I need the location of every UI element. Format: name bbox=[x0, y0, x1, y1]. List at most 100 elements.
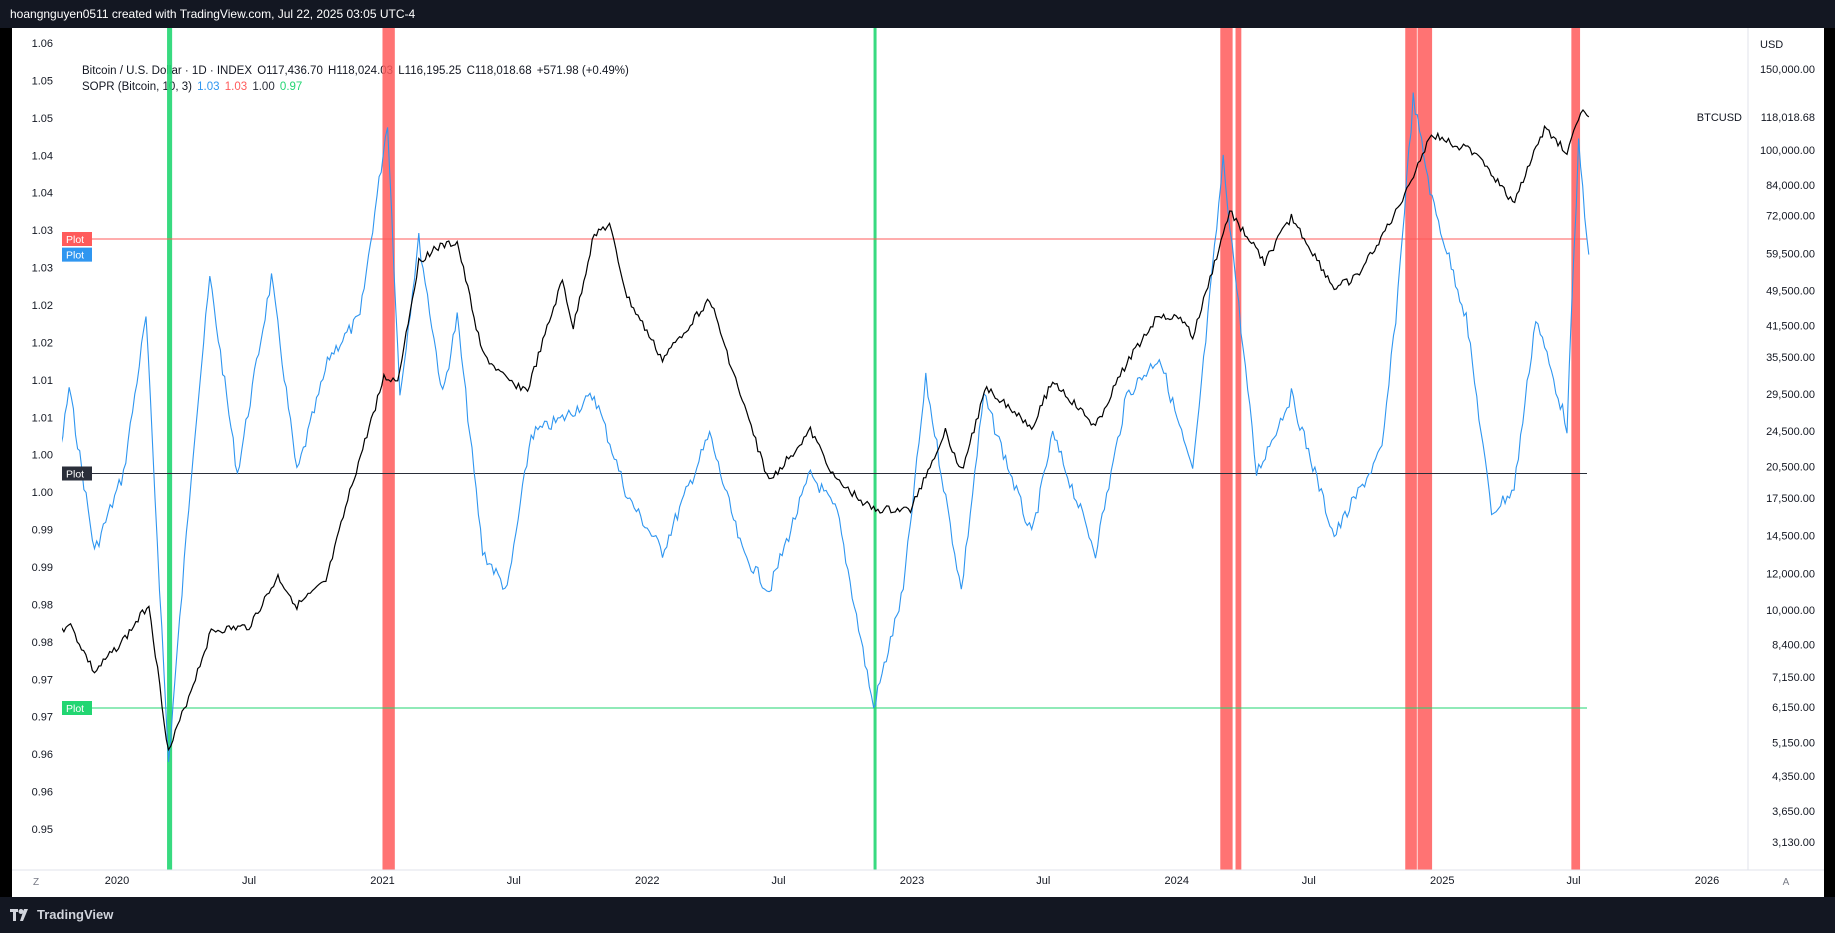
left-axis-tick-11: 1.00 bbox=[32, 450, 53, 462]
right-axis-tick-7: 41,500.00 bbox=[1766, 321, 1815, 333]
red-zone-1 bbox=[1220, 28, 1233, 870]
left-axis-tick-2: 1.05 bbox=[32, 113, 53, 125]
attribution-text: hoangnguyen0511 created with TradingView… bbox=[10, 7, 416, 21]
legend-v4: 0.97 bbox=[279, 81, 303, 93]
level-tag-0: Plot bbox=[66, 234, 84, 246]
right-axis-tick-13: 14,500.00 bbox=[1766, 531, 1815, 543]
right-axis-tick-17: 7,150.00 bbox=[1772, 672, 1815, 684]
right-axis-tick-16: 8,400.00 bbox=[1772, 640, 1815, 652]
x-axis-tick-9: Jul bbox=[1302, 875, 1316, 887]
currency-label: USD bbox=[1760, 39, 1783, 51]
footer-bar: TradingView bbox=[0, 897, 1835, 933]
left-axis-tick-16: 0.98 bbox=[32, 637, 53, 649]
a-button[interactable]: A bbox=[1783, 877, 1790, 888]
level-tag-1: Plot bbox=[66, 469, 84, 481]
tradingview-logo: TradingView bbox=[10, 907, 113, 922]
legend-indicator[interactable]: SOPR (Bitcoin, 10, 3) bbox=[82, 81, 192, 93]
chart-frame[interactable]: Bitcoin / U.S. Dollar · 1D · INDEX O117,… bbox=[12, 28, 1824, 897]
legend: Bitcoin / U.S. Dollar · 1D · INDEX O117,… bbox=[82, 63, 631, 95]
left-axis-tick-13: 0.99 bbox=[32, 525, 53, 537]
level-tag-2-bg bbox=[62, 701, 92, 715]
legend-close: C118,018.68 bbox=[466, 65, 532, 77]
x-axis-tick-7: Jul bbox=[1036, 875, 1050, 887]
left-axis-tick-17: 0.97 bbox=[32, 674, 53, 686]
attribution-bar: hoangnguyen0511 created with TradingView… bbox=[0, 0, 1835, 28]
left-axis-tick-6: 1.03 bbox=[32, 263, 53, 275]
x-axis-tick-2: 2021 bbox=[370, 875, 394, 887]
right-axis-tick-11: 20,500.00 bbox=[1766, 462, 1815, 474]
sopr-tag: Plot bbox=[66, 250, 84, 262]
x-axis-tick-6: 2023 bbox=[900, 875, 924, 887]
red-zone-4 bbox=[1417, 28, 1433, 870]
legend-high: H118,024.03 bbox=[328, 65, 394, 77]
right-axis-tick-8: 35,500.00 bbox=[1766, 352, 1815, 364]
left-axis-tick-18: 0.97 bbox=[32, 712, 53, 724]
right-axis-tick-0: 150,000.00 bbox=[1760, 64, 1815, 76]
right-axis-tick-10: 24,500.00 bbox=[1766, 426, 1815, 438]
legend-low: L116,195.25 bbox=[398, 65, 462, 77]
green-zone-0 bbox=[167, 28, 173, 870]
left-axis-tick-21: 0.95 bbox=[32, 824, 53, 836]
left-axis-tick-14: 0.99 bbox=[32, 562, 53, 574]
left-axis-tick-8: 1.02 bbox=[32, 337, 53, 349]
plot-area bbox=[62, 28, 1590, 870]
level-tag-1-bg bbox=[62, 466, 92, 481]
z-button[interactable]: Z bbox=[33, 877, 39, 888]
red-zone-2 bbox=[1235, 28, 1242, 870]
x-axis-tick-12: 2026 bbox=[1695, 875, 1719, 887]
green-zone-1 bbox=[873, 28, 877, 870]
right-axis-tick-5: 59,500.00 bbox=[1766, 249, 1815, 261]
left-axis-tick-4: 1.04 bbox=[32, 188, 53, 200]
right-axis-tick-18: 6,150.00 bbox=[1772, 702, 1815, 714]
x-axis-tick-5: Jul bbox=[772, 875, 786, 887]
x-axis-tick-11: Jul bbox=[1567, 875, 1581, 887]
right-axis-tick-4: 72,000.00 bbox=[1766, 211, 1815, 223]
sopr-tag-bg bbox=[62, 247, 92, 262]
price-tag-symbol: BTCUSD bbox=[1697, 112, 1742, 124]
right-axis-tick-20: 4,350.00 bbox=[1772, 771, 1815, 783]
right-axis-tick-15: 10,000.00 bbox=[1766, 605, 1815, 617]
level-tag-0-bg bbox=[62, 232, 92, 246]
legend-v1: 1.03 bbox=[197, 81, 220, 93]
legend-v3: 1.00 bbox=[252, 81, 275, 93]
x-axis-tick-0: 2020 bbox=[105, 875, 129, 887]
x-axis-tick-8: 2024 bbox=[1165, 875, 1189, 887]
legend-symbol[interactable]: Bitcoin / U.S. Dollar · 1D · INDEX bbox=[82, 65, 252, 77]
x-axis-tick-4: 2022 bbox=[635, 875, 659, 887]
left-axis-tick-20: 0.96 bbox=[32, 787, 53, 799]
right-axis-tick-14: 12,000.00 bbox=[1766, 568, 1815, 580]
right-axis-tick-12: 17,500.00 bbox=[1766, 493, 1815, 505]
right-axis-tick-19: 5,150.00 bbox=[1772, 737, 1815, 749]
legend-indicator-row: SOPR (Bitcoin, 10, 3) 1.03 1.03 1.00 0.9… bbox=[82, 79, 631, 95]
left-axis-tick-7: 1.02 bbox=[32, 300, 53, 312]
left-axis-tick-9: 1.01 bbox=[32, 375, 53, 387]
x-axis-tick-1: Jul bbox=[242, 875, 256, 887]
left-axis-tick-0: 1.06 bbox=[32, 38, 53, 50]
tradingview-logo-icon bbox=[10, 908, 28, 921]
right-axis-tick-21: 3,650.00 bbox=[1772, 806, 1815, 818]
red-zone-3 bbox=[1405, 28, 1417, 870]
left-axis-tick-12: 1.00 bbox=[32, 487, 53, 499]
left-axis-tick-5: 1.03 bbox=[32, 225, 53, 237]
right-axis-tick-9: 29,500.00 bbox=[1766, 389, 1815, 401]
right-axis-tick-2: 100,000.00 bbox=[1760, 145, 1815, 157]
btcusd-series-line bbox=[62, 109, 1590, 752]
level-tag-2: Plot bbox=[66, 703, 84, 715]
right-axis-tick-22: 3,130.00 bbox=[1772, 837, 1815, 849]
left-axis-tick-15: 0.98 bbox=[32, 599, 53, 611]
sopr-series-line bbox=[62, 92, 1590, 762]
left-axis-tick-1: 1.05 bbox=[32, 75, 53, 87]
tradingview-brand: TradingView bbox=[37, 907, 114, 922]
left-axis-tick-3: 1.04 bbox=[32, 150, 53, 162]
left-axis-tick-19: 0.96 bbox=[32, 749, 53, 761]
right-axis-tick-6: 49,500.00 bbox=[1766, 285, 1815, 297]
legend-v2: 1.03 bbox=[224, 81, 248, 93]
x-axis-tick-3: Jul bbox=[507, 875, 521, 887]
legend-change: +571.98 (+0.49%) bbox=[536, 65, 629, 77]
x-axis-tick-10: 2025 bbox=[1430, 875, 1454, 887]
left-axis-tick-10: 1.01 bbox=[32, 412, 53, 424]
right-axis-tick-3: 84,000.00 bbox=[1766, 180, 1815, 192]
right-axis-tick-1: 118,018.68 bbox=[1761, 112, 1815, 124]
legend-symbol-row: Bitcoin / U.S. Dollar · 1D · INDEX O117,… bbox=[82, 63, 631, 79]
